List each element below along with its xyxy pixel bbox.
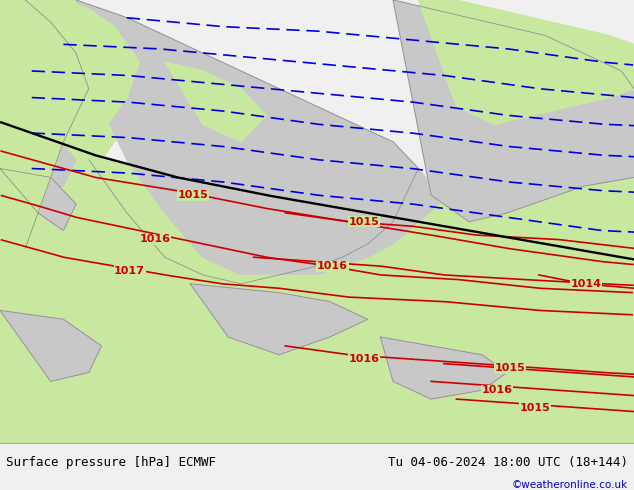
Polygon shape: [0, 275, 634, 443]
Polygon shape: [380, 337, 507, 399]
Text: 1015: 1015: [178, 190, 209, 200]
Text: 1015: 1015: [495, 363, 526, 373]
Polygon shape: [393, 0, 634, 221]
Text: 1016: 1016: [139, 234, 171, 245]
Polygon shape: [0, 0, 634, 443]
Text: 1014: 1014: [571, 279, 602, 289]
Polygon shape: [0, 169, 76, 231]
Text: 1015: 1015: [349, 217, 380, 227]
Text: 1016: 1016: [349, 354, 380, 364]
Polygon shape: [418, 0, 634, 124]
Polygon shape: [63, 0, 139, 133]
Polygon shape: [0, 311, 101, 381]
Polygon shape: [76, 0, 444, 284]
Text: 1016: 1016: [317, 261, 348, 271]
Text: ©weatheronline.co.uk: ©weatheronline.co.uk: [512, 480, 628, 490]
Polygon shape: [190, 284, 368, 355]
Text: 1015: 1015: [520, 403, 551, 413]
Polygon shape: [165, 62, 266, 142]
Text: Tu 04-06-2024 18:00 UTC (18+144): Tu 04-06-2024 18:00 UTC (18+144): [387, 456, 628, 468]
Polygon shape: [0, 124, 76, 195]
Text: 1017: 1017: [114, 266, 145, 275]
Text: 1016: 1016: [482, 385, 513, 395]
Polygon shape: [0, 0, 89, 443]
Text: Surface pressure [hPa] ECMWF: Surface pressure [hPa] ECMWF: [6, 456, 216, 468]
